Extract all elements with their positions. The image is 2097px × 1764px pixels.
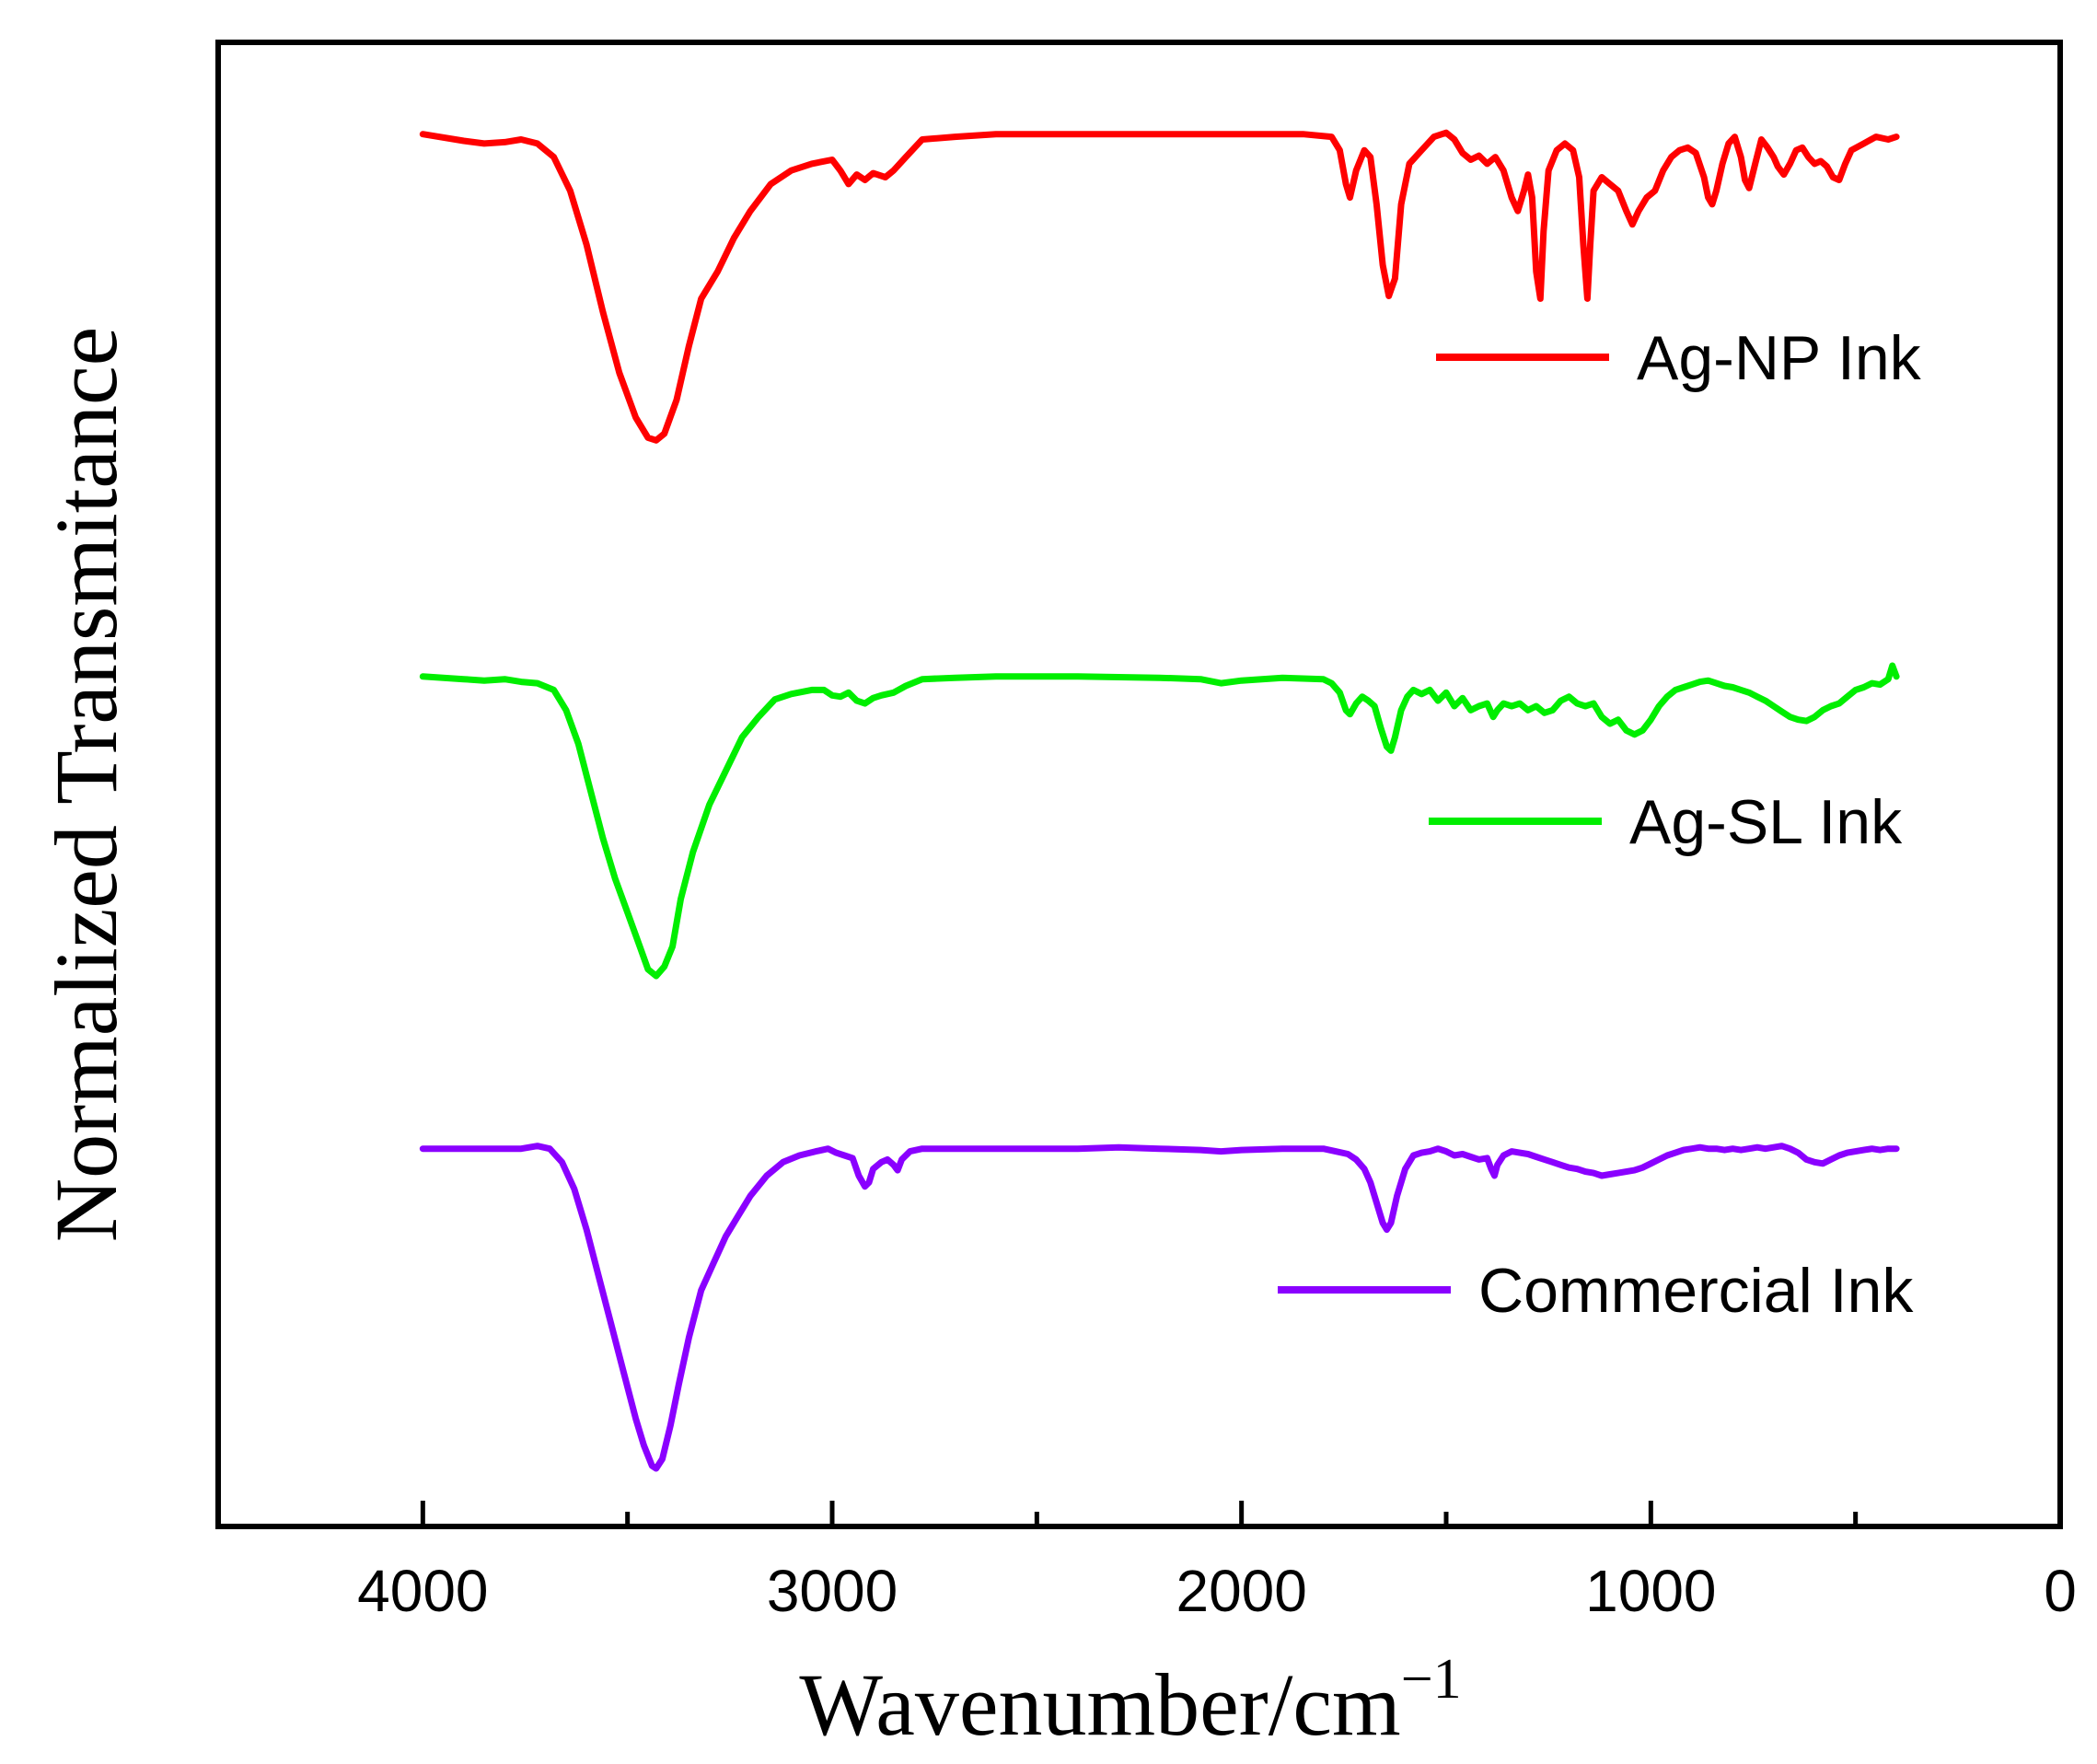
x-tick-label-0: 0 bbox=[2044, 1558, 2077, 1624]
series-lines bbox=[419, 129, 1900, 1472]
series-line-ag-np-ink bbox=[419, 129, 1900, 444]
x-axis-title-text: Wavenumber/cm bbox=[799, 1655, 1400, 1754]
x-axis-ticks bbox=[215, 1501, 2063, 1526]
plot-frame bbox=[215, 40, 2063, 1529]
legend: Ag-NP Ink Ag-SL Ink Commercial Ink bbox=[1278, 323, 1922, 1326]
x-axis-title-superscript: −1 bbox=[1401, 1648, 1462, 1711]
series-line-ag-sl-ink bbox=[419, 662, 1900, 980]
y-axis-title: Normalized Transmitance bbox=[37, 327, 135, 1242]
x-tick-label-1000: 1000 bbox=[1585, 1558, 1716, 1624]
x-tick-label-2000: 2000 bbox=[1176, 1558, 1306, 1624]
legend-label-ag-np-ink: Ag-NP Ink bbox=[1637, 323, 1922, 393]
series-line-commercial-ink bbox=[419, 1143, 1900, 1472]
x-tick-label-3000: 3000 bbox=[767, 1558, 898, 1624]
x-tick-label-4000: 4000 bbox=[357, 1558, 488, 1624]
x-axis-tick-labels: 4000 3000 2000 1000 0 bbox=[357, 1558, 2077, 1624]
legend-label-ag-sl-ink: Ag-SL Ink bbox=[1629, 787, 1903, 857]
legend-label-commercial-ink: Commercial Ink bbox=[1478, 1256, 1914, 1326]
x-axis-title: Wavenumber/cm−1 bbox=[799, 1648, 1461, 1754]
